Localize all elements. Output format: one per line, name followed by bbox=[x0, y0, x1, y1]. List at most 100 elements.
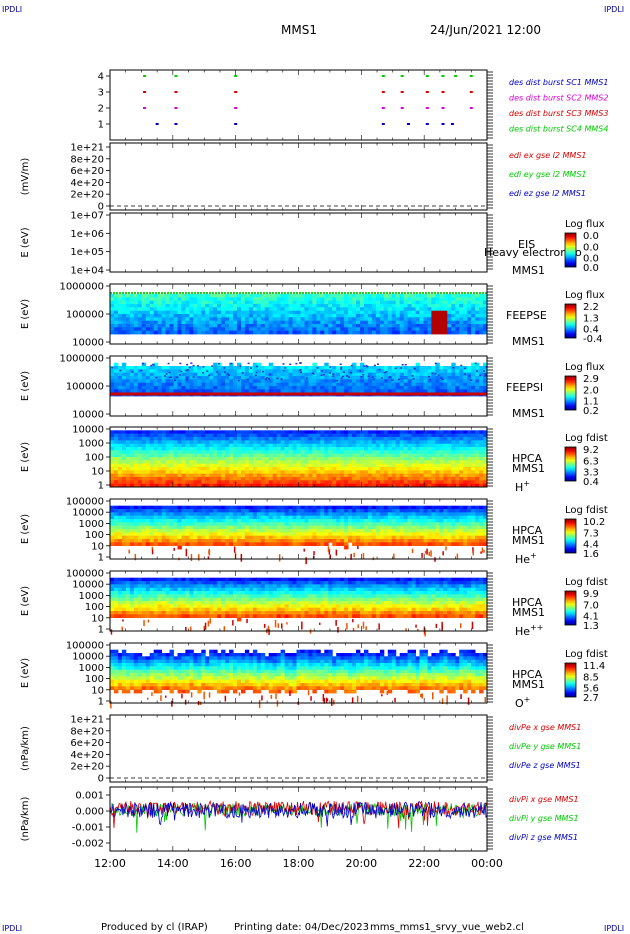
heat-cell bbox=[364, 327, 369, 331]
heat-cell bbox=[280, 447, 285, 451]
heat-cell bbox=[276, 529, 282, 533]
heat-cell bbox=[352, 480, 357, 484]
heat-cell bbox=[348, 327, 353, 331]
heat-cell bbox=[308, 477, 313, 481]
heat-cell bbox=[181, 437, 186, 441]
heat-cell bbox=[284, 294, 289, 298]
heat-cell bbox=[185, 512, 190, 516]
heat-cell bbox=[197, 522, 202, 526]
heat-cell bbox=[149, 529, 155, 533]
heat-cell bbox=[129, 460, 135, 464]
heat-cell bbox=[193, 512, 198, 516]
heat-cell bbox=[173, 532, 178, 536]
heat-cell bbox=[217, 366, 222, 370]
heat-cell bbox=[141, 515, 147, 520]
heat-cell bbox=[121, 525, 127, 530]
heat-cell bbox=[229, 440, 234, 444]
heat-cell bbox=[288, 477, 293, 481]
heat-cell bbox=[387, 379, 393, 383]
heat-speck bbox=[206, 370, 209, 372]
heat-cell bbox=[431, 480, 436, 484]
heat-cell bbox=[379, 382, 385, 387]
heat-cell bbox=[137, 300, 143, 305]
heat-cell bbox=[221, 369, 226, 373]
heat-cell bbox=[459, 447, 464, 451]
heat-cell bbox=[300, 460, 305, 464]
heat-cell bbox=[185, 519, 190, 523]
heat-cell bbox=[125, 324, 131, 328]
heat-cell bbox=[157, 457, 162, 461]
heat-cell bbox=[276, 324, 282, 328]
heat-cell bbox=[316, 467, 321, 471]
heat-cell bbox=[276, 379, 282, 383]
heat-cell bbox=[296, 512, 301, 516]
heat-cell bbox=[229, 297, 234, 301]
heat-cell bbox=[411, 372, 416, 377]
heat-cell bbox=[447, 330, 452, 335]
heat-speck bbox=[474, 362, 477, 365]
burst-marker bbox=[234, 107, 238, 109]
heat-cell bbox=[244, 532, 250, 536]
heat-cell bbox=[367, 379, 373, 383]
heat-cell bbox=[324, 463, 329, 468]
heat-cell bbox=[340, 327, 345, 331]
heat-cell bbox=[137, 467, 143, 471]
heat-cell bbox=[364, 447, 369, 451]
heat-cell bbox=[352, 463, 357, 468]
heat-cell bbox=[193, 519, 198, 523]
heat-cell bbox=[161, 310, 166, 315]
heat-cell bbox=[193, 300, 198, 305]
heat-cell bbox=[451, 372, 456, 377]
heat-speck bbox=[305, 377, 308, 379]
heat-cell bbox=[125, 304, 131, 308]
heat-cell bbox=[248, 320, 254, 325]
heat-cell bbox=[137, 437, 143, 441]
heat-cell bbox=[316, 509, 321, 513]
heat-cell bbox=[391, 389, 397, 393]
heat-cell bbox=[447, 453, 452, 458]
heat-cell bbox=[229, 519, 234, 523]
heat-cell bbox=[395, 450, 401, 454]
heat-cell bbox=[443, 443, 448, 448]
heat-cell bbox=[217, 450, 222, 454]
heat-cell bbox=[217, 505, 222, 510]
heat-cell bbox=[268, 307, 274, 311]
heat-cell bbox=[364, 443, 369, 448]
heat-cell bbox=[233, 304, 238, 308]
heat-cell bbox=[276, 366, 282, 370]
heat-cell bbox=[201, 447, 206, 451]
heat-cell bbox=[467, 457, 472, 461]
heat-cell bbox=[125, 389, 131, 393]
heat-cell bbox=[455, 304, 460, 308]
heat-cell bbox=[129, 330, 135, 335]
heat-cell bbox=[137, 505, 143, 510]
heat-cell bbox=[244, 467, 250, 471]
heat-cell bbox=[308, 366, 313, 370]
heat-cell bbox=[256, 294, 262, 298]
heat-cell bbox=[165, 386, 170, 390]
heat-cell bbox=[121, 443, 127, 448]
heat-cell bbox=[292, 369, 297, 373]
heat-cell bbox=[177, 535, 182, 540]
heat-cell bbox=[371, 460, 377, 464]
heat-cell bbox=[217, 330, 222, 335]
heat-cell bbox=[280, 437, 285, 441]
heat-cell bbox=[244, 379, 250, 383]
heat-cell bbox=[169, 369, 174, 373]
heat-cell bbox=[364, 450, 369, 454]
heat-cell bbox=[221, 317, 226, 321]
heat-cell bbox=[256, 307, 262, 311]
heat-cell bbox=[125, 382, 131, 387]
heat-cell bbox=[451, 470, 456, 474]
heat-cell bbox=[252, 539, 258, 543]
heat-cell bbox=[272, 539, 278, 543]
heat-cell bbox=[233, 529, 238, 533]
heat-cell bbox=[193, 430, 198, 434]
heat-cell bbox=[431, 366, 436, 370]
heat-cell bbox=[296, 389, 301, 393]
heat-cell bbox=[153, 519, 159, 523]
heat-cell bbox=[300, 320, 305, 325]
heat-cell bbox=[475, 477, 480, 481]
heat-cell bbox=[248, 505, 254, 510]
heat-cell bbox=[185, 386, 190, 390]
